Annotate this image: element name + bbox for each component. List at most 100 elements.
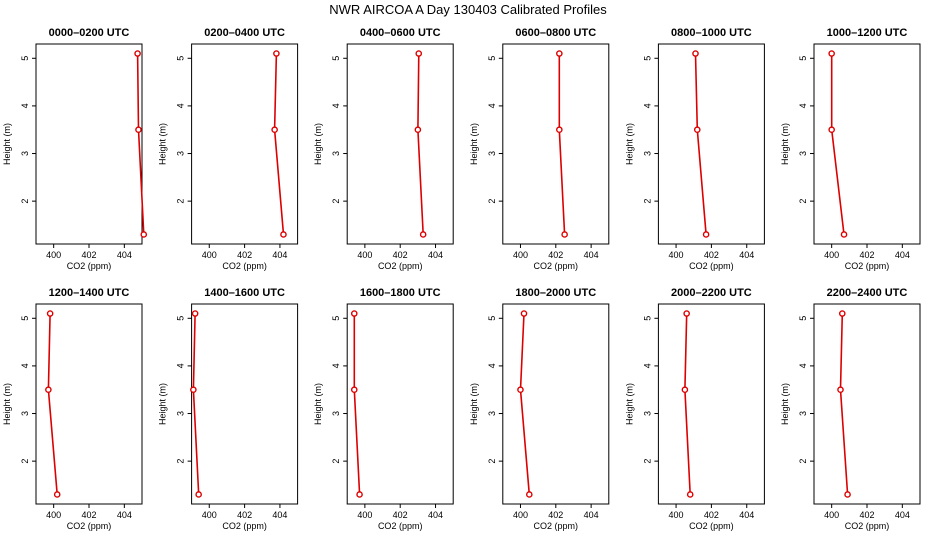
y-tick-label: 3 — [176, 411, 186, 416]
y-axis-label: Height (m) — [313, 123, 323, 165]
profile-point — [53, 491, 61, 498]
y-tick-label: 4 — [798, 363, 808, 368]
panel-title: 0800–1000 UTC — [671, 27, 752, 39]
x-tick-label: 404 — [272, 250, 287, 260]
profile-point — [273, 50, 280, 57]
profile-point — [526, 491, 533, 498]
profile-point — [702, 231, 710, 238]
x-tick-label: 404 — [739, 510, 754, 520]
profile-point — [693, 126, 701, 134]
y-tick-label: 4 — [331, 363, 341, 368]
x-tick-label: 404 — [739, 250, 754, 260]
y-axis-label: Height (m) — [469, 123, 479, 165]
y-tick-label: 4 — [331, 103, 341, 108]
profile-point — [191, 310, 199, 317]
y-tick-label: 2 — [642, 199, 652, 204]
y-tick-label: 2 — [487, 199, 497, 204]
y-tick-label: 5 — [20, 56, 30, 61]
x-tick-label: 400 — [824, 510, 839, 520]
y-tick-label: 3 — [487, 151, 497, 156]
profile-point — [838, 310, 846, 317]
plot-frame — [191, 303, 299, 505]
x-axis-label: CO2 (ppm) — [378, 261, 423, 271]
y-tick-label: 4 — [487, 103, 497, 108]
panel-title: 2000–2200 UTC — [671, 287, 752, 299]
y-tick-label: 3 — [798, 151, 808, 156]
x-axis-label: CO2 (ppm) — [222, 521, 267, 531]
y-tick-label: 5 — [642, 316, 652, 321]
x-tick-label: 404 — [428, 250, 443, 260]
x-tick-label: 400 — [669, 510, 684, 520]
x-tick-label: 400 — [824, 250, 839, 260]
y-tick-label: 4 — [176, 363, 186, 368]
profile-line — [684, 313, 691, 495]
y-axis-label: Height (m) — [780, 383, 790, 425]
x-tick-label: 400 — [46, 250, 61, 260]
profile-line — [273, 53, 285, 235]
x-tick-label: 402 — [237, 510, 252, 520]
y-tick-label: 4 — [642, 363, 652, 368]
panel-5: 0800–1000 UTC 400 402 404 CO2 (ppm) 2 3 4 5 Heigh… — [624, 27, 765, 271]
y-tick-label: 2 — [798, 199, 808, 204]
x-tick-label: 404 — [272, 510, 287, 520]
x-tick-label: 404 — [584, 510, 599, 520]
x-tick-label: 400 — [202, 510, 217, 520]
x-tick-label: 402 — [237, 250, 252, 260]
x-axis-label: CO2 (ppm) — [845, 521, 890, 531]
panel-title: 1800–2000 UTC — [515, 287, 596, 299]
panel-7: 1200–1400 UTC 400 402 404 CO2 (ppm) 2 3 4 5 Heigh… — [2, 287, 143, 531]
y-axis-label: Height (m) — [624, 123, 634, 165]
y-tick-label: 2 — [487, 459, 497, 464]
x-tick-label: 404 — [428, 510, 443, 520]
y-tick-label: 5 — [642, 56, 652, 61]
y-tick-label: 5 — [487, 316, 497, 321]
y-tick-label: 4 — [20, 103, 30, 108]
x-axis-label: CO2 (ppm) — [534, 261, 579, 271]
y-tick-label: 3 — [20, 151, 30, 156]
y-tick-label: 5 — [331, 316, 341, 321]
y-tick-label: 4 — [798, 103, 808, 108]
profile-point — [692, 50, 699, 57]
x-axis-label: CO2 (ppm) — [67, 261, 112, 271]
profile-line — [47, 313, 58, 495]
panel-6: 1000–1200 UTC 400 402 404 CO2 (ppm) 2 3 4 5 Heigh… — [780, 27, 921, 271]
x-tick-label: 404 — [895, 250, 910, 260]
x-tick-label: 402 — [859, 510, 874, 520]
y-axis-label: Height (m) — [469, 383, 479, 425]
y-tick-label: 2 — [642, 459, 652, 464]
panel-title: 0200–0400 UTC — [204, 27, 285, 39]
plot-frame — [813, 43, 921, 245]
y-tick-label: 4 — [642, 103, 652, 108]
x-tick-label: 400 — [669, 250, 684, 260]
panel-title: 0600–0800 UTC — [515, 27, 596, 39]
x-axis-label: CO2 (ppm) — [378, 521, 423, 531]
profile-point — [356, 491, 363, 498]
profile-point — [828, 126, 835, 134]
y-axis-label: Height (m) — [313, 383, 323, 425]
plot-frame — [813, 303, 921, 505]
profile-line — [558, 53, 566, 235]
x-axis-label: CO2 (ppm) — [689, 521, 734, 531]
x-tick-label: 404 — [895, 510, 910, 520]
figure-title: NWR AIRCOA A Day 130403 Calibrated Profi… — [329, 2, 607, 17]
profile-point — [844, 491, 851, 498]
y-tick-label: 4 — [176, 103, 186, 108]
x-axis-label: CO2 (ppm) — [689, 261, 734, 271]
profile-point — [556, 126, 563, 134]
profile-line — [519, 313, 531, 495]
y-tick-label: 3 — [642, 151, 652, 156]
panel-4: 0600–0800 UTC 400 402 404 CO2 (ppm) 2 3 4 5 Heigh… — [469, 27, 610, 271]
plot-frame — [502, 303, 610, 505]
x-tick-label: 402 — [548, 510, 563, 520]
profile-point — [556, 50, 563, 57]
x-tick-label: 402 — [704, 250, 719, 260]
y-tick-label: 2 — [176, 199, 186, 204]
x-tick-label: 400 — [357, 510, 372, 520]
panel-12: 2200–2400 UTC 400 402 404 CO2 (ppm) 2 3 4 5 Heigh… — [780, 287, 921, 531]
y-tick-label: 3 — [331, 411, 341, 416]
plot-frame — [346, 303, 454, 505]
x-tick-label: 404 — [117, 250, 132, 260]
y-tick-label: 2 — [176, 459, 186, 464]
x-axis-label: CO2 (ppm) — [67, 521, 112, 531]
panel-title: 0400–0600 UTC — [360, 27, 441, 39]
